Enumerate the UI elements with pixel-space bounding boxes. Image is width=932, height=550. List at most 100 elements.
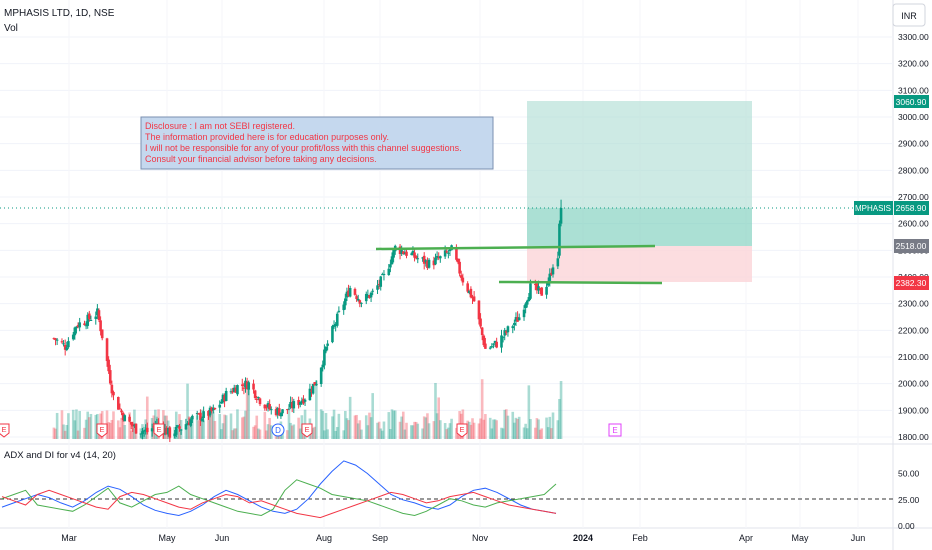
candle-body bbox=[117, 397, 120, 410]
volume-bar bbox=[247, 384, 251, 439]
candle-body bbox=[71, 334, 75, 340]
volume-bar bbox=[223, 414, 226, 439]
candle-body bbox=[100, 329, 104, 339]
earnings-marker-icon[interactable] bbox=[153, 423, 165, 438]
candle-body bbox=[107, 359, 110, 372]
volume-bar bbox=[556, 420, 560, 439]
volume-bar bbox=[353, 415, 357, 439]
price-tick-label: 2600.00 bbox=[898, 219, 929, 229]
time-tick-label: Mar bbox=[61, 533, 77, 543]
candle-body bbox=[308, 388, 312, 401]
candle-body bbox=[133, 425, 136, 427]
volume-bar bbox=[335, 427, 339, 439]
volume-bar bbox=[550, 428, 553, 439]
volume-bar bbox=[393, 410, 397, 439]
candle-body bbox=[120, 410, 123, 413]
candle-body bbox=[342, 304, 346, 311]
candle-body bbox=[200, 418, 204, 421]
candle-body bbox=[179, 429, 183, 431]
adx-tick-label: 0.00 bbox=[898, 521, 915, 531]
earnings-marker-icon[interactable] bbox=[0, 423, 10, 438]
candle-body bbox=[197, 413, 201, 415]
candle-body bbox=[324, 346, 328, 352]
candle-body bbox=[290, 402, 294, 409]
volume-bar bbox=[466, 420, 469, 439]
volume-bar bbox=[345, 418, 349, 439]
candle-body bbox=[78, 322, 81, 328]
disclosure-box[interactable] bbox=[140, 116, 494, 170]
candle-body bbox=[392, 249, 395, 258]
candle-body bbox=[311, 383, 315, 394]
volume-bar bbox=[364, 415, 368, 439]
currency-button[interactable] bbox=[892, 3, 926, 27]
time-tick-label: Sep bbox=[372, 533, 388, 543]
volume-bar bbox=[117, 420, 120, 439]
candle-body bbox=[88, 313, 91, 320]
disclosure-line-4: Consult your financial advisor before ta… bbox=[145, 154, 377, 164]
candle-body bbox=[353, 288, 357, 295]
candle-body bbox=[128, 416, 131, 422]
volume-bar bbox=[405, 422, 408, 439]
volume-bar bbox=[323, 430, 326, 439]
candle-body bbox=[236, 385, 239, 395]
volume-bar bbox=[369, 417, 373, 439]
upcoming-earnings-icon[interactable] bbox=[608, 423, 622, 437]
volume-bar bbox=[78, 410, 81, 439]
time-tick-label: Aug bbox=[316, 533, 332, 543]
volume-bar bbox=[281, 430, 284, 439]
candle-body bbox=[213, 408, 217, 410]
volume-bar bbox=[524, 423, 527, 439]
volume-bar bbox=[332, 409, 336, 439]
target-zone bbox=[527, 101, 752, 208]
dividend-marker-icon[interactable] bbox=[271, 423, 285, 437]
volume-bar bbox=[315, 380, 318, 439]
volume-bar bbox=[231, 430, 234, 439]
candle-body bbox=[427, 259, 431, 268]
candle-body bbox=[245, 381, 249, 390]
candle-body bbox=[335, 313, 339, 326]
candle-body bbox=[488, 347, 492, 349]
candle-body bbox=[503, 330, 507, 336]
volume-bar bbox=[482, 419, 486, 439]
volume-bar bbox=[398, 421, 402, 439]
candle-body bbox=[432, 260, 436, 266]
volume-bar bbox=[265, 430, 268, 439]
candle-body bbox=[131, 423, 135, 427]
candle-body bbox=[445, 251, 449, 253]
candle-body bbox=[310, 390, 313, 392]
candle-body bbox=[129, 421, 133, 425]
volume-bar bbox=[342, 430, 346, 439]
volume-bar bbox=[191, 418, 194, 439]
candle-body bbox=[289, 401, 292, 408]
volume-bar bbox=[220, 429, 223, 439]
volume-bar bbox=[400, 416, 403, 439]
volume-bar bbox=[331, 416, 334, 439]
candle-body bbox=[413, 252, 416, 258]
volume-bar bbox=[450, 418, 453, 439]
volume-bar bbox=[313, 426, 317, 439]
candle-body bbox=[134, 423, 138, 434]
candle-body bbox=[458, 261, 461, 274]
volume-bar bbox=[71, 409, 75, 439]
candle-body bbox=[360, 302, 363, 304]
volume-bar bbox=[60, 410, 64, 439]
earnings-marker-icon[interactable] bbox=[96, 423, 108, 438]
price-tick-label: 2800.00 bbox=[898, 165, 929, 175]
earnings-marker-icon[interactable] bbox=[301, 423, 313, 438]
support-line-upper[interactable] bbox=[375, 244, 656, 251]
volume-bar bbox=[390, 409, 394, 439]
volume-bar bbox=[513, 422, 516, 439]
volume-bar bbox=[559, 381, 563, 439]
earnings-marker-icon[interactable] bbox=[456, 423, 468, 438]
volume-bar bbox=[210, 413, 213, 439]
support-line-lower[interactable] bbox=[498, 280, 663, 285]
volume-bar bbox=[443, 423, 447, 439]
candle-body bbox=[97, 310, 101, 320]
price-tick-label: 3200.00 bbox=[898, 59, 929, 69]
stop-price-text: 2382.30 bbox=[896, 278, 927, 288]
candle-body bbox=[482, 335, 486, 346]
candle-body bbox=[220, 401, 223, 404]
candle-body bbox=[278, 408, 281, 416]
candle-body bbox=[223, 395, 226, 402]
candle-body bbox=[371, 290, 374, 292]
